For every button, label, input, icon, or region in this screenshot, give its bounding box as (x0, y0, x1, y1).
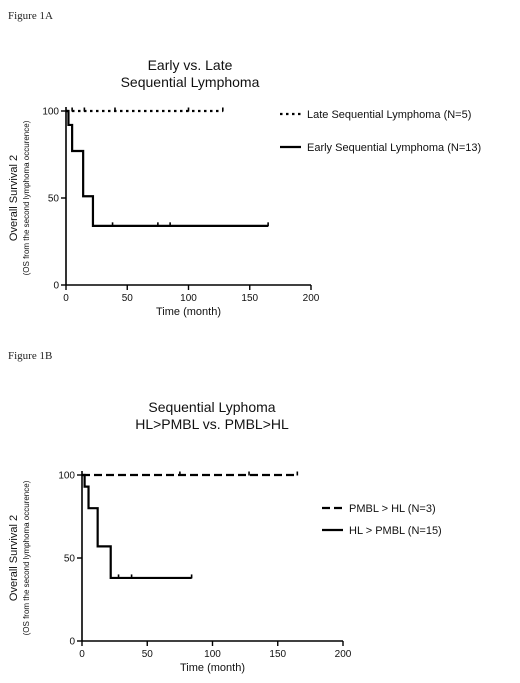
x-tick-label: 100 (204, 649, 221, 660)
figure-a-label: Figure 1A (8, 10, 53, 22)
y-tick-label: 0 (69, 637, 75, 648)
legend-label-0: PMBL > HL (N=3) (349, 503, 436, 515)
x-tick-label: 0 (63, 293, 69, 304)
x-tick-label: 150 (269, 649, 286, 660)
chart-title-line: Early vs. Late (148, 57, 233, 73)
x-tick-label: 200 (335, 649, 352, 660)
legend-label-1: HL > PMBL (N=15) (349, 525, 442, 537)
chart-title-line: Sequential Lyphoma (148, 399, 275, 415)
x-tick-label: 100 (180, 293, 197, 304)
x-tick-label: 200 (303, 293, 320, 304)
x-tick-label: 0 (79, 649, 85, 660)
y-tick-label: 0 (53, 281, 59, 292)
series-line-1 (66, 109, 269, 227)
chart-title-line: HL>PMBL vs. PMBL>HL (135, 416, 289, 432)
y-axis-sublabel: (OS from the second lymphoma occurence) (22, 480, 31, 635)
legend-label-0: Late Sequential Lymphoma (N=5) (307, 109, 471, 121)
series-line-1 (82, 473, 192, 580)
y-tick-label: 50 (64, 554, 76, 565)
y-tick-label: 50 (48, 194, 60, 205)
x-tick-label: 50 (122, 293, 134, 304)
y-axis-sublabel: (OS from the second lymphoma occurence) (22, 120, 31, 275)
y-axis-label: Overall Survival 2 (8, 155, 20, 241)
x-tick-label: 150 (241, 293, 258, 304)
figure-b-label: Figure 1B (8, 350, 53, 362)
y-tick-label: 100 (42, 107, 59, 118)
x-axis-label: Time (month) (180, 662, 245, 674)
chart-title-line: Sequential Lymphoma (121, 74, 260, 90)
x-tick-label: 50 (142, 649, 154, 660)
y-axis-label: Overall Survival 2 (8, 515, 20, 601)
x-axis-label: Time (month) (156, 306, 221, 318)
y-tick-label: 100 (58, 471, 75, 482)
legend-label-1: Early Sequential Lymphoma (N=13) (307, 142, 481, 154)
